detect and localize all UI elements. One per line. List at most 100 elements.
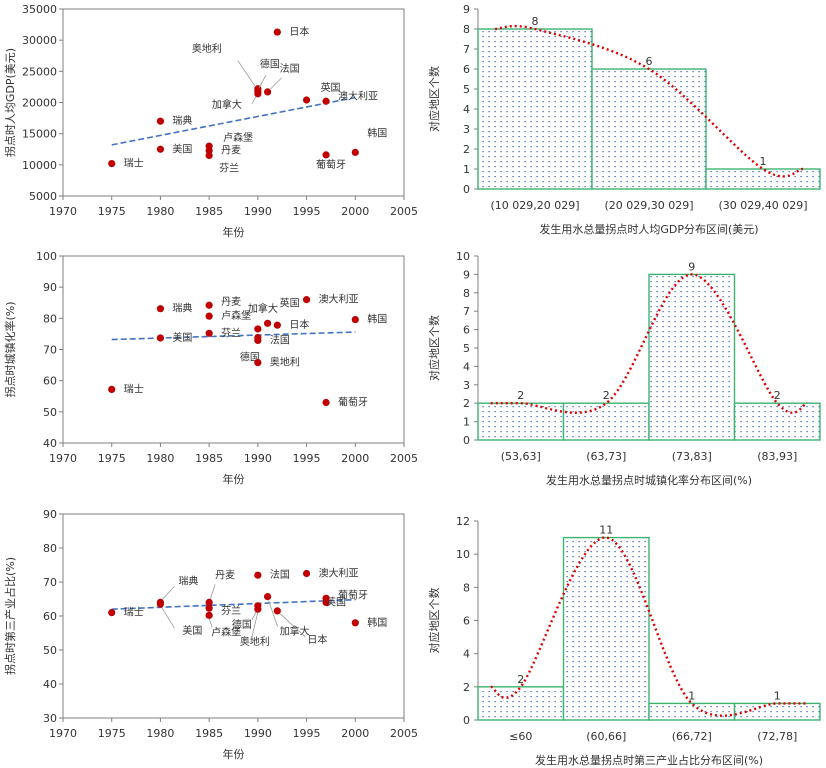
data-point — [254, 605, 262, 613]
y-tick-label: 25000 — [22, 65, 57, 78]
x-tick-label: 1985 — [195, 727, 223, 740]
leader-line — [251, 96, 257, 104]
point-label: 韩国 — [367, 126, 387, 139]
bar-value-label: 2 — [603, 389, 610, 402]
data-point — [156, 145, 165, 153]
data-point — [351, 148, 359, 156]
bar-value-label: 2 — [517, 389, 524, 402]
leader-line — [209, 584, 216, 600]
point-label: 德国 — [240, 350, 260, 363]
data-point — [156, 600, 165, 608]
data-point — [205, 312, 213, 320]
data-point — [351, 619, 359, 627]
point-label: 英国 — [326, 595, 346, 608]
y-tick-label: 60 — [43, 610, 57, 623]
point-label: 美国 — [172, 142, 192, 155]
y-tick-label: 9 — [463, 268, 470, 281]
point-label: 丹麦 — [215, 569, 235, 581]
point-label: 澳大利亚 — [338, 89, 378, 102]
x-axis-label: 年份 — [223, 747, 245, 761]
x-tick-label: 1990 — [244, 452, 272, 465]
point-label: 卢森堡 — [223, 131, 253, 144]
y-tick-label: 2 — [463, 681, 470, 694]
category-label: (10 029,20 029] — [490, 199, 579, 212]
leader-line — [162, 586, 175, 600]
point-label: 加拿大 — [248, 302, 278, 315]
y-tick-label: 70 — [43, 576, 57, 589]
data-point — [322, 151, 330, 159]
category-label: ≤60 — [509, 730, 532, 743]
y-tick-label: 0 — [463, 434, 470, 447]
bar-value-label: 11 — [599, 524, 613, 537]
leader-line — [270, 77, 282, 90]
y-tick-label: 10 — [456, 250, 470, 263]
point-label: 美国 — [182, 624, 202, 637]
y-tick-label: 0 — [463, 183, 470, 196]
trendline — [111, 598, 356, 610]
point-label: 瑞典 — [172, 302, 192, 315]
data-point — [254, 571, 262, 579]
y-tick-label: 6 — [463, 63, 470, 76]
y-axis-label: 拐点时第三产业占比(%) — [3, 557, 17, 675]
point-label: 卢森堡 — [211, 625, 241, 638]
y-tick-label: 8 — [463, 581, 470, 594]
x-tick-label: 1995 — [293, 452, 321, 465]
point-label: 德国 — [232, 618, 252, 631]
y-tick-label: 4 — [463, 360, 470, 373]
point-label: 瑞士 — [124, 606, 144, 619]
y-tick-label: 3 — [463, 123, 470, 136]
point-label: 法国 — [280, 62, 300, 75]
point-label: 葡萄牙 — [338, 395, 368, 408]
y-axis-label: 对应地区个数 — [427, 588, 441, 654]
y-tick-label: 10 — [456, 548, 470, 561]
point-label: 葡萄牙 — [338, 588, 368, 601]
y-tick-label: 35000 — [22, 3, 57, 16]
bar-value-label: 9 — [688, 260, 695, 273]
bar-value-label: 8 — [532, 15, 539, 28]
y-tick-label: 90 — [43, 508, 57, 521]
scatter-panel-scatter-tertiary: 30 40 50 60 70 80 90 1970 1975 1980 1985 1990 1995 20… — [3, 508, 418, 761]
point-label: 韩国 — [367, 313, 387, 326]
trendline — [111, 96, 356, 146]
point-label: 瑞典 — [178, 574, 198, 587]
data-point — [205, 598, 213, 607]
point-label: 奥地利 — [240, 635, 270, 648]
point-label: 日本 — [289, 25, 309, 38]
data-point — [254, 325, 262, 333]
point-label: 芬兰 — [219, 161, 239, 174]
point-label: 芬兰 — [221, 604, 241, 617]
y-axis-label: 拐点时城镇化率(%) — [3, 301, 17, 397]
y-tick-label: 9 — [463, 3, 470, 16]
point-label: 瑞士 — [124, 157, 144, 170]
data-point — [156, 334, 165, 342]
y-tick-label: 6 — [463, 324, 470, 337]
y-tick-label: 100 — [36, 250, 57, 263]
point-label: 法国 — [270, 568, 290, 581]
category-label: (66,72] — [672, 730, 712, 743]
x-tick-label: 2000 — [341, 205, 369, 218]
y-tick-label: 1 — [463, 163, 470, 176]
bar — [705, 168, 821, 190]
point-label: 日本 — [289, 318, 309, 331]
y-axis-label: 拐点时人均GDP(美元) — [3, 48, 17, 157]
point-label: 日本 — [307, 633, 327, 646]
data-point — [254, 90, 262, 98]
y-tick-label: 8 — [463, 287, 470, 300]
point-label: 奥地利 — [270, 356, 300, 369]
y-tick-label: 5 — [463, 83, 470, 96]
bar-value-label: 1 — [774, 689, 781, 702]
x-axis-label: 年份 — [223, 472, 245, 486]
x-tick-label: 1980 — [146, 205, 174, 218]
x-tick-label: 2000 — [341, 452, 369, 465]
data-point — [302, 569, 311, 578]
x-tick-label: 1975 — [98, 205, 126, 218]
data-point — [156, 305, 165, 313]
category-label: (72,78] — [757, 730, 797, 743]
y-tick-label: 15000 — [22, 128, 57, 141]
y-tick-label: 50 — [43, 644, 57, 657]
data-point — [264, 593, 272, 601]
bar-value-label: 2 — [517, 673, 524, 686]
point-label: 葡萄牙 — [316, 158, 346, 171]
category-label: (63,73] — [586, 450, 626, 463]
